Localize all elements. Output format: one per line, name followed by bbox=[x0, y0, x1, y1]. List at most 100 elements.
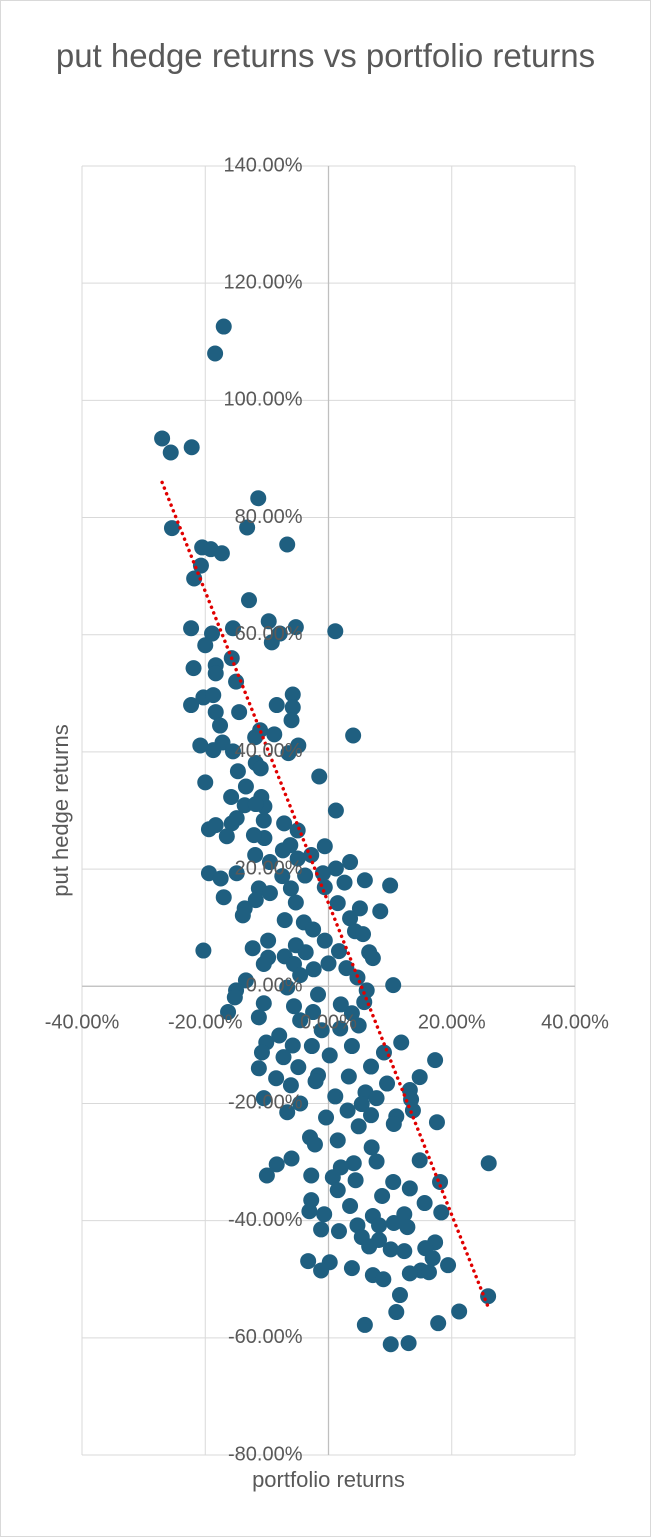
scatter-point bbox=[255, 812, 272, 829]
scatter-point bbox=[385, 1214, 402, 1231]
scatter-point bbox=[432, 1173, 449, 1190]
scatter-point bbox=[342, 854, 359, 871]
scatter-point bbox=[371, 1217, 388, 1234]
scatter-point bbox=[183, 697, 200, 714]
scatter-point bbox=[316, 932, 333, 949]
scatter-point bbox=[368, 1153, 385, 1170]
scatter-point bbox=[274, 842, 291, 859]
scatter-point bbox=[424, 1250, 441, 1267]
scatter-point bbox=[451, 1303, 468, 1320]
scatter-point bbox=[292, 1095, 309, 1112]
scatter-point bbox=[224, 620, 241, 637]
scatter-point bbox=[401, 1180, 418, 1197]
scatter-point bbox=[213, 545, 230, 562]
y-tick-label: -20.00% bbox=[228, 1092, 303, 1114]
scatter-point bbox=[324, 1169, 341, 1186]
scatter-point bbox=[207, 817, 224, 834]
scatter-point bbox=[192, 737, 209, 754]
scatter-point bbox=[343, 1038, 360, 1055]
scatter-point bbox=[244, 940, 261, 957]
scatter-point bbox=[247, 796, 264, 813]
scatter-point bbox=[292, 1012, 309, 1029]
scatter-point bbox=[356, 994, 373, 1011]
scatter-point bbox=[396, 1243, 413, 1260]
x-tick-label: 20.00% bbox=[418, 1012, 486, 1034]
scatter-point bbox=[282, 1077, 299, 1094]
y-tick-label: 140.00% bbox=[224, 154, 303, 176]
scatter-point bbox=[212, 870, 229, 887]
scatter-point bbox=[289, 850, 306, 867]
x-tick-label: 0.00% bbox=[300, 1012, 357, 1034]
scatter-point bbox=[430, 1315, 447, 1332]
y-axis-title: put hedge returns bbox=[48, 724, 73, 896]
scatter-point bbox=[368, 1090, 385, 1107]
scatter-point bbox=[321, 1047, 338, 1064]
scatter-point bbox=[258, 1167, 275, 1184]
scatter-point bbox=[388, 1304, 405, 1321]
scatter-point bbox=[204, 625, 221, 642]
scatter-point bbox=[300, 1253, 317, 1270]
scatter-point bbox=[266, 726, 283, 743]
scatter-point bbox=[316, 879, 333, 896]
scatter-point bbox=[310, 986, 327, 1003]
scatter-point bbox=[393, 1034, 410, 1051]
scatter-point bbox=[332, 1020, 349, 1037]
scatter-point bbox=[332, 996, 349, 1013]
scatter-point bbox=[385, 1115, 402, 1132]
scatter-point bbox=[382, 1241, 399, 1258]
scatter-point bbox=[401, 1265, 418, 1282]
trendline bbox=[160, 480, 491, 1311]
scatter-point bbox=[255, 956, 272, 973]
scatter-point bbox=[231, 704, 248, 721]
scatter-point bbox=[226, 989, 243, 1006]
scatter-point bbox=[279, 536, 296, 553]
scatter-point bbox=[162, 444, 179, 461]
scatter-point bbox=[355, 926, 372, 943]
scatter-point bbox=[197, 637, 214, 654]
scatter-point bbox=[363, 1139, 380, 1156]
scatter-point bbox=[350, 1017, 367, 1034]
scatter-point bbox=[316, 1206, 333, 1223]
y-tick-label: -60.00% bbox=[228, 1326, 303, 1348]
scatter-point bbox=[287, 619, 304, 636]
scatter-point bbox=[197, 774, 214, 791]
scatter-point bbox=[329, 1132, 346, 1149]
x-axis-title: portfolio returns bbox=[252, 1467, 405, 1492]
y-tick-label: 20.00% bbox=[235, 857, 303, 879]
scatter-point bbox=[255, 1090, 272, 1107]
scatter-point bbox=[327, 623, 344, 640]
scatter-point bbox=[353, 1096, 370, 1113]
scatter-point bbox=[399, 1219, 416, 1236]
y-tick-label: 120.00% bbox=[224, 271, 303, 293]
scatter-point bbox=[268, 697, 285, 714]
scatter-point bbox=[330, 943, 347, 960]
scatter-point bbox=[382, 877, 399, 894]
scatter-point bbox=[255, 995, 272, 1012]
scatter-point bbox=[192, 557, 209, 574]
scatter-point bbox=[284, 686, 301, 703]
scatter-point bbox=[237, 972, 254, 989]
scatter-point bbox=[385, 977, 402, 994]
scatter-point bbox=[340, 1068, 357, 1085]
scatter-point bbox=[356, 872, 373, 889]
scatter-point bbox=[327, 1088, 344, 1105]
scatter-point bbox=[411, 1069, 428, 1086]
scatter-point bbox=[207, 665, 224, 682]
scatter-point bbox=[154, 430, 171, 447]
scatter-point bbox=[215, 889, 232, 906]
scatter-point bbox=[215, 318, 232, 335]
scatter-point bbox=[343, 1005, 360, 1022]
scatter-point bbox=[420, 1264, 437, 1281]
y-tick-label: 100.00% bbox=[224, 389, 303, 411]
scatter-point bbox=[237, 778, 254, 795]
scatter-point bbox=[250, 1009, 267, 1026]
scatter-point bbox=[303, 847, 320, 864]
scatter-point bbox=[268, 1070, 285, 1087]
scatter-point bbox=[313, 1262, 330, 1279]
y-tick-label: 60.00% bbox=[235, 623, 303, 645]
scatter-point bbox=[185, 660, 202, 677]
scatter-point bbox=[275, 1049, 292, 1066]
scatter-point bbox=[329, 895, 346, 912]
scatter-point bbox=[252, 760, 269, 777]
